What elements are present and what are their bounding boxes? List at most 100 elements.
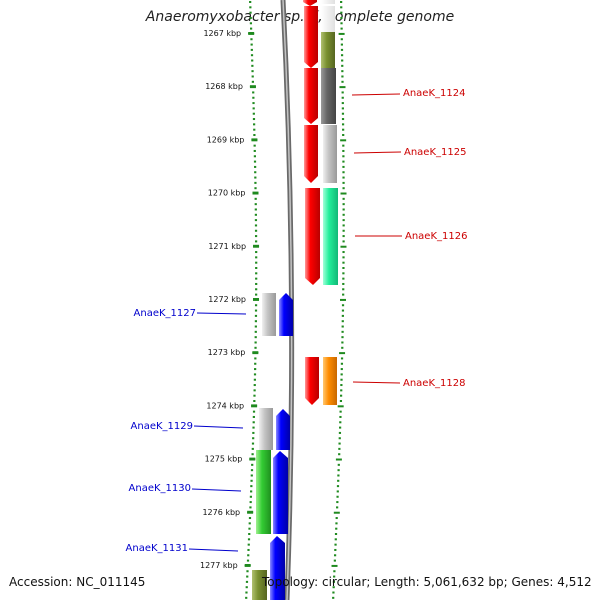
outer-track-dot (335, 458, 342, 461)
outer-track-dot (339, 421, 342, 424)
inner-track-dot (254, 325, 257, 328)
gene-label-anaek-1129[interactable]: AnaeK_1129 (131, 421, 193, 432)
outer-track-dot (342, 128, 345, 131)
outer-track-dot (341, 309, 345, 312)
inner-track-dot (246, 570, 249, 573)
outer-track-dot (341, 336, 344, 339)
outer-track-dot (335, 527, 338, 530)
gene-label-anaek-1124[interactable]: AnaeK_1124 (403, 88, 465, 99)
inner-track-dot (249, 11, 252, 14)
inner-track-dot (254, 219, 258, 222)
axis-tick-label: 1269 kbp (207, 135, 245, 144)
outer-track-dot (341, 341, 344, 344)
outer-track-dot (342, 155, 345, 158)
inner-track-dot (254, 208, 257, 211)
outer-track-dot (342, 282, 345, 285)
leader-line-anaek-1129 (193, 425, 244, 429)
inner-track-dot (254, 235, 258, 238)
gene-label-anaek-1128[interactable]: AnaeK_1128 (403, 378, 465, 389)
outer-track-dot (333, 554, 337, 557)
outer-track-dot (340, 38, 343, 41)
inner-track-dot (255, 256, 258, 259)
gene-forward-category-olive (252, 570, 267, 600)
inner-track-dot (254, 224, 258, 227)
outer-track-dot (332, 586, 335, 589)
gene-label-anaek-1126[interactable]: AnaeK_1126 (405, 231, 467, 242)
inner-track-dot (252, 118, 256, 121)
inner-track-dot (255, 267, 258, 269)
outer-track-dot (338, 442, 341, 445)
inner-track-dot (246, 575, 249, 578)
inner-track-dot (245, 596, 248, 599)
gene-label-anaek-1130[interactable]: AnaeK_1130 (129, 483, 191, 494)
outer-track-dot (341, 91, 344, 94)
outer-track-dot (342, 160, 345, 163)
gene-forward-blue-2 (276, 409, 290, 450)
outer-track-dot (332, 580, 336, 583)
inner-track-dot (254, 330, 257, 333)
inner-track-dot (254, 336, 257, 339)
inner-track-dot (253, 160, 257, 163)
gene-reverse-red-4 (305, 188, 320, 285)
outer-track-dot (340, 16, 343, 19)
inner-track-dot (253, 155, 256, 158)
gene-top-white (321, 0, 335, 4)
outer-track-dot (337, 479, 340, 482)
outer-track-dot (340, 362, 344, 365)
outer-track-dot (341, 314, 344, 317)
gene-label-anaek-1131[interactable]: AnaeK_1131 (126, 543, 188, 554)
inner-track-dot (249, 22, 253, 25)
inner-track-dot (248, 533, 251, 535)
inner-track-dot (251, 453, 254, 456)
outer-track-dot (341, 304, 345, 307)
topology-text: Topology: circular; Length: 5,061,632 bp… (262, 575, 592, 589)
inner-track-dot (254, 165, 257, 168)
inner-track-dot (254, 314, 258, 317)
outer-track-dot (341, 70, 344, 73)
outer-track-dot (342, 208, 345, 211)
outer-track-dot (340, 192, 347, 195)
outer-track-dot (340, 389, 343, 392)
inner-track-dot (251, 59, 254, 62)
outer-track-dot (340, 1, 343, 3)
outer-track-dot (341, 118, 345, 121)
axis-tick-label: 1270 kbp (208, 189, 246, 198)
inner-track-dot (253, 394, 256, 397)
inner-track-dot (255, 282, 258, 285)
inner-track-dot (250, 48, 253, 51)
inner-track-dot (250, 54, 254, 57)
outer-track-dot (341, 102, 344, 105)
outer-track-dot (342, 251, 345, 254)
gene-category-light-gray (323, 125, 337, 183)
gene-forward-blue-3 (273, 451, 288, 534)
inner-track-dot (254, 197, 257, 200)
outer-track-dot (334, 533, 338, 535)
inner-track-dot (252, 421, 255, 424)
gene-reverse-red-3 (304, 125, 318, 183)
outer-track-dot (335, 517, 338, 520)
inner-track-dot (252, 112, 255, 115)
outer-track-dot (338, 453, 341, 456)
inner-track-dot (249, 495, 253, 498)
outer-track-dot (341, 107, 344, 110)
outer-track-dot (340, 22, 343, 25)
inner-track-dot (254, 368, 257, 371)
outer-track-dot (342, 293, 345, 296)
inner-track-dot (253, 400, 256, 402)
inner-track-dot (255, 261, 258, 264)
outer-track-dot (338, 32, 345, 35)
outer-track-dot (340, 11, 343, 14)
outer-track-dot (339, 415, 342, 418)
inner-track-dot (254, 187, 257, 190)
outer-track-dot (337, 469, 340, 472)
gene-label-anaek-1125[interactable]: AnaeK_1125 (404, 147, 466, 158)
leader-line-anaek-1127 (196, 312, 247, 315)
outer-track-dot (340, 6, 343, 9)
outer-track-dot (340, 373, 343, 376)
gene-label-anaek-1127[interactable]: AnaeK_1127 (134, 308, 196, 319)
inner-track-dot (249, 1, 252, 3)
outer-track-dot (332, 596, 335, 599)
inner-track-dot (245, 580, 249, 583)
outer-track-dot (333, 511, 340, 514)
outer-track-dot (339, 410, 342, 413)
